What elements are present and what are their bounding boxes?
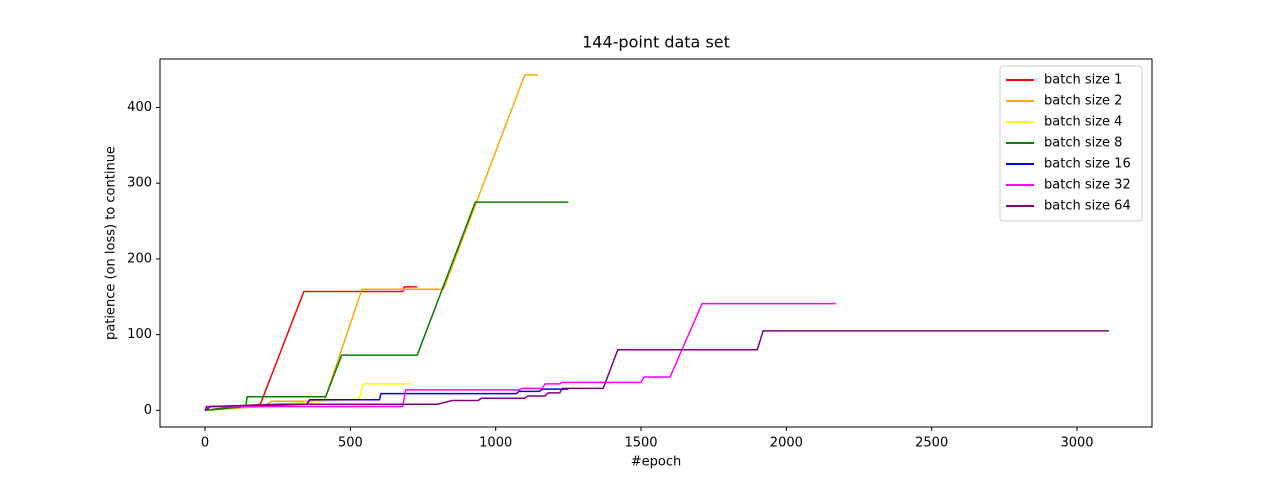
y-axis-label: patience (on loss) to continue (104, 146, 119, 340)
legend-label: batch size 4 (1044, 115, 1122, 130)
line-series (204, 201, 569, 412)
y-tick-label: 100 (127, 327, 152, 342)
line-series (205, 74, 538, 412)
legend-label: batch size 1 (1044, 73, 1122, 88)
y-tick-label: 400 (127, 100, 152, 115)
x-tick-label: 2000 (770, 436, 803, 451)
chart-title: 144-point data set (582, 33, 730, 52)
line-series (204, 302, 836, 411)
x-tick-label: 3000 (1060, 436, 1093, 451)
y-tick-label: 200 (127, 251, 152, 266)
legend-label: batch size 64 (1044, 199, 1131, 214)
legend-label: batch size 16 (1044, 157, 1131, 172)
plot-frame (159, 58, 1153, 428)
line-series (204, 330, 1109, 411)
y-tick-label: 0 (144, 403, 152, 418)
legend-box (999, 65, 1143, 222)
legend-label: batch size 2 (1044, 94, 1122, 109)
line-series (204, 286, 418, 412)
x-tick-label: 0 (201, 436, 209, 451)
x-tick-label: 1500 (624, 436, 657, 451)
x-tick-label: 2500 (915, 436, 948, 451)
x-axis-label: #epoch (631, 455, 681, 470)
legend-label: batch size 32 (1044, 178, 1131, 193)
y-tick-label: 300 (127, 176, 152, 191)
legend-label: batch size 8 (1044, 136, 1122, 151)
legend: batch size 1 batch size 2 batch size 4 batc… (999, 65, 1143, 222)
x-tick-label: 500 (338, 436, 363, 451)
x-tick-label: 1000 (479, 436, 512, 451)
